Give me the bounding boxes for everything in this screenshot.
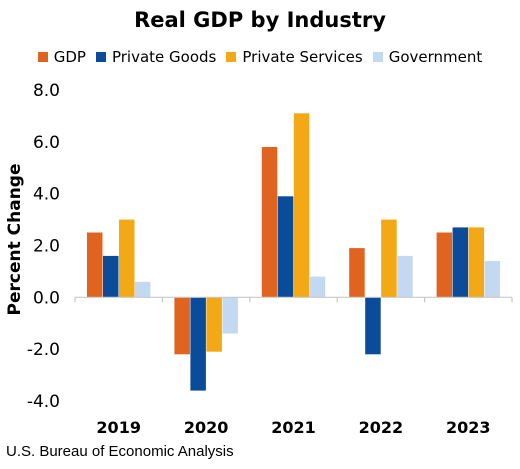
legend-item: Private Goods	[95, 48, 217, 66]
bar	[222, 297, 238, 334]
x-tick-label: 2019	[96, 418, 141, 437]
bar	[261, 147, 278, 298]
x-tick-label: 2021	[271, 418, 316, 437]
legend-swatch	[37, 52, 48, 62]
bar	[452, 227, 469, 298]
y-tick-label: -2.0	[27, 340, 60, 360]
bar	[174, 297, 190, 355]
x-tick-label: 2020	[184, 418, 229, 437]
legend-item: Private Services	[226, 48, 363, 66]
y-tick-label: 2.0	[33, 237, 60, 257]
bar	[468, 227, 485, 298]
bar	[349, 248, 365, 298]
bar	[277, 196, 294, 298]
bar	[87, 232, 103, 298]
legend-item: GDP	[37, 48, 86, 66]
bar	[397, 255, 413, 298]
y-axis-label: Percent Change	[5, 164, 25, 316]
bar	[484, 261, 501, 298]
bar	[381, 219, 397, 298]
y-tick-label: 0.0	[33, 288, 60, 308]
y-tick-label: -4.0	[27, 392, 60, 412]
bar	[365, 297, 381, 355]
x-tick-label: 2023	[446, 418, 491, 437]
bar	[190, 297, 206, 391]
bar	[103, 255, 119, 298]
x-tick-label: 2022	[359, 418, 404, 437]
legend: GDP Private Goods Private Services Governme…	[0, 48, 520, 66]
bar	[119, 219, 135, 298]
bar	[134, 281, 151, 298]
bar	[309, 276, 326, 298]
legend-item: Government	[372, 48, 483, 66]
legend-swatch	[372, 52, 383, 62]
legend-label: Private Services	[242, 48, 363, 66]
legend-label: Government	[388, 48, 483, 66]
chart-title: Real GDP by Industry	[134, 8, 386, 32]
bar	[293, 113, 310, 298]
y-tick-label: 6.0	[33, 133, 60, 153]
bar	[206, 297, 222, 352]
legend-label: Private Goods	[111, 48, 217, 66]
legend-swatch	[95, 52, 106, 62]
legend-label: GDP	[53, 48, 86, 66]
bar	[436, 232, 453, 298]
y-tick-label: 4.0	[33, 185, 60, 205]
legend-swatch	[226, 52, 237, 62]
source-note: U.S. Bureau of Economic Analysis	[6, 443, 234, 460]
y-tick-label: 8.0	[33, 81, 60, 101]
